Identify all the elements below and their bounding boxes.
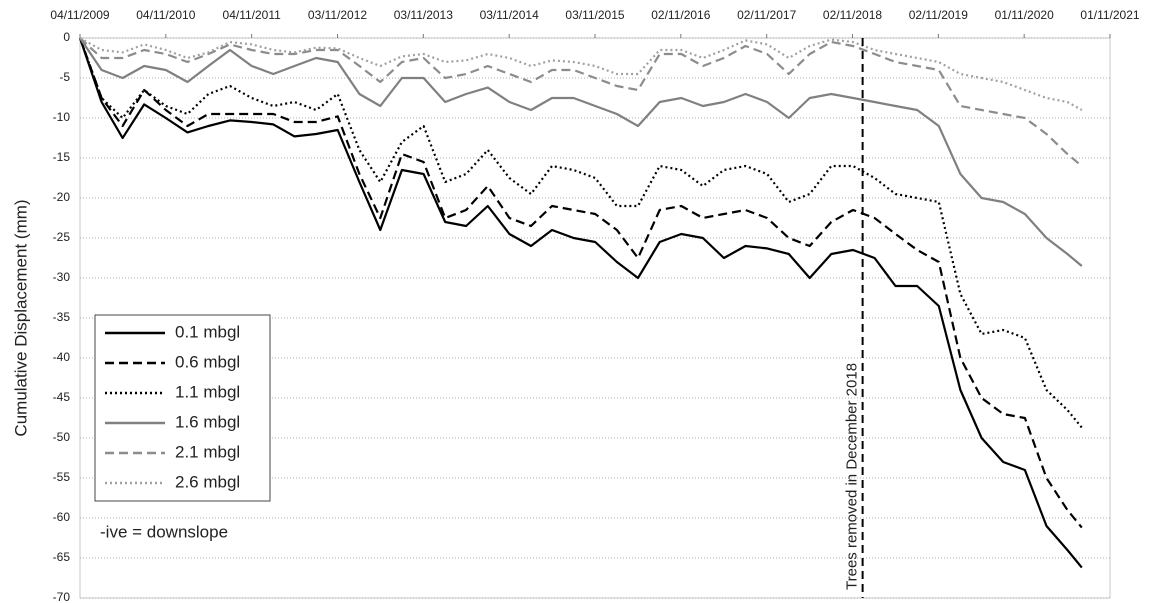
series-line [79, 37, 1083, 267]
legend-label: 2.1 mbgl [175, 442, 240, 461]
annotation-text: Trees removed in December 2018 [844, 363, 861, 590]
series-line [78, 37, 1083, 429]
y-tick-label: -60 [53, 510, 71, 524]
legend-label: 2.6 mbgl [175, 472, 240, 491]
y-tick-label: -15 [53, 150, 71, 164]
x-tick-label: 03/11/2014 [480, 8, 539, 22]
y-axis-title: Cumulative Displacement (mm) [11, 199, 30, 436]
series-line [78, 37, 1083, 569]
x-tick-label: 02/11/2018 [823, 8, 882, 22]
y-tick-label: -25 [53, 230, 71, 244]
series-line [78, 37, 1083, 529]
y-tick-label: -65 [53, 550, 71, 564]
x-tick-label: 03/11/2015 [565, 8, 624, 22]
y-tick-label: -70 [53, 590, 71, 603]
series-line [79, 37, 1083, 111]
legend-label: 0.1 mbgl [175, 322, 240, 341]
legend-box [94, 314, 271, 502]
x-tick-label: 04/11/2010 [136, 8, 195, 22]
legend-label: 1.6 mbgl [175, 412, 240, 431]
x-tick-label: 02/11/2016 [651, 8, 710, 22]
legend-label: 1.1 mbgl [175, 382, 240, 401]
x-tick-label: 01/11/2020 [995, 8, 1054, 22]
y-tick-label: -45 [53, 390, 71, 404]
y-tick-label: -5 [59, 70, 70, 84]
x-tick-label: 04/11/2009 [50, 8, 109, 22]
x-tick-label: 01/11/2021 [1080, 8, 1139, 22]
y-tick-label: 0 [63, 30, 70, 44]
legend-label: 0.6 mbgl [175, 352, 240, 371]
y-tick-label: -30 [53, 270, 71, 284]
y-tick-label: -40 [53, 350, 71, 364]
x-tick-label: 03/11/2012 [308, 8, 367, 22]
y-tick-label: -35 [53, 310, 71, 324]
y-tick-label: -20 [53, 190, 71, 204]
x-tick-label: 02/11/2019 [909, 8, 968, 22]
series-line [79, 37, 1083, 167]
x-tick-label: 02/11/2017 [737, 8, 796, 22]
x-tick-label: 04/11/2011 [223, 8, 282, 22]
x-tick-label: 03/11/2013 [394, 8, 453, 22]
y-tick-label: -10 [53, 110, 71, 124]
legend-note: -ive = downslope [100, 522, 228, 541]
y-tick-label: -55 [53, 470, 71, 484]
y-tick-label: -50 [53, 430, 71, 444]
